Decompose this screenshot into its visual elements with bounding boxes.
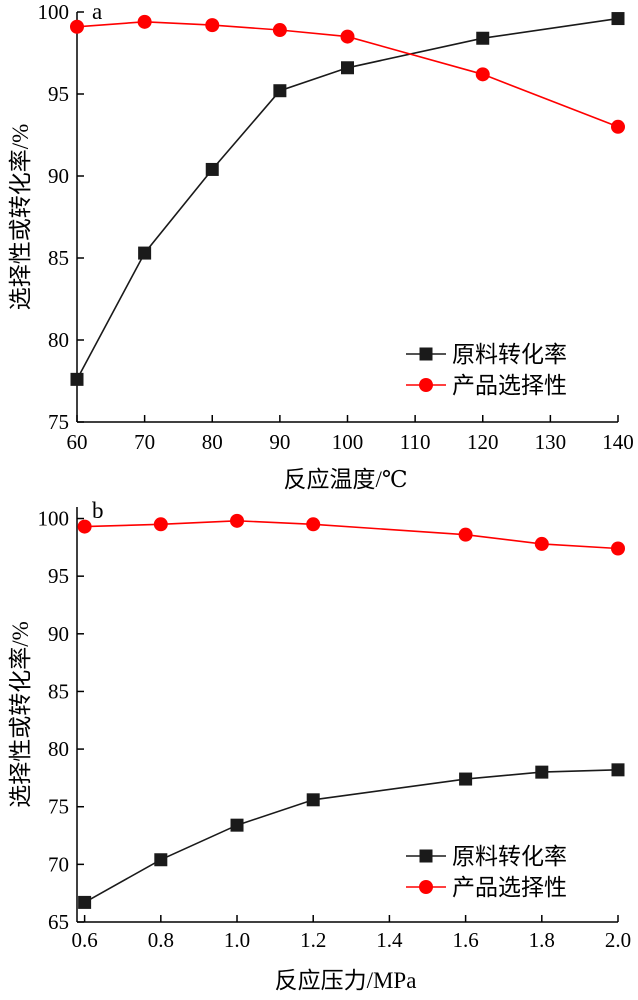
y-tick-label: 90 <box>48 622 69 646</box>
x-tick-label: 100 <box>332 430 364 454</box>
data-point <box>534 536 549 551</box>
legend-label: 原料转化率 <box>452 342 567 367</box>
x-tick-label: 1.4 <box>376 928 403 952</box>
x-tick-label: 120 <box>467 430 499 454</box>
data-point <box>458 527 473 542</box>
data-point <box>535 765 549 779</box>
data-point <box>230 818 244 832</box>
x-tick-label: 1.8 <box>529 928 555 952</box>
data-point <box>205 162 219 176</box>
data-point <box>273 84 287 98</box>
data-point <box>611 763 625 777</box>
y-axis-title: 选择性或转化率/% <box>8 124 33 311</box>
x-axis-title: 反应温度/℃ <box>283 467 407 492</box>
data-point <box>205 18 220 33</box>
x-tick-label: 130 <box>535 430 567 454</box>
legend-label: 产品选择性 <box>452 875 567 900</box>
data-point <box>77 519 92 534</box>
data-point <box>137 14 152 29</box>
data-point <box>459 772 473 786</box>
legend-label: 产品选择性 <box>452 373 567 398</box>
legend-entry: 原料转化率 <box>406 342 567 367</box>
series-selectivity <box>70 14 625 134</box>
y-tick-label: 85 <box>48 246 69 270</box>
data-point <box>78 895 92 909</box>
x-tick-label: 110 <box>400 430 431 454</box>
y-tick-label: 75 <box>48 410 69 434</box>
panel-label: b <box>92 498 104 523</box>
x-axis-title: 反应压力/MPa <box>275 968 417 993</box>
data-point <box>70 19 84 34</box>
y-axis-title: 选择性或转化率/% <box>8 621 33 808</box>
data-point <box>154 853 168 867</box>
data-point <box>230 513 245 528</box>
x-tick-label: 0.8 <box>148 928 174 952</box>
chart-panel-a: 60 70 80 90 100 110 120 130 140 75 80 85 90 95 100 反应温度… <box>8 0 634 492</box>
data-point <box>306 517 321 532</box>
chart-panel-b: 0.6 0.8 1.0 1.2 1.4 1.6 1.8 2.0 65 70 75 80 85 90 95 10… <box>8 498 631 993</box>
x-tick-label: 70 <box>134 430 155 454</box>
y-tick-label: 80 <box>48 328 69 352</box>
data-point <box>138 246 152 260</box>
legend-marker <box>419 347 433 361</box>
x-tick-label: 140 <box>602 430 634 454</box>
legend-entry: 产品选择性 <box>406 373 567 398</box>
series-conversion <box>70 12 625 386</box>
series-conversion <box>78 763 625 909</box>
data-point <box>476 31 490 45</box>
legend-label: 原料转化率 <box>452 844 567 869</box>
data-point <box>306 793 320 807</box>
legend-marker <box>419 849 433 863</box>
y-tick-label: 80 <box>48 737 69 761</box>
legend-marker <box>419 378 433 392</box>
y-tick-label: 100 <box>38 507 70 531</box>
data-point <box>340 29 355 44</box>
data-point <box>272 23 287 38</box>
y-tick-label: 90 <box>48 164 69 188</box>
y-tick-label: 85 <box>48 679 69 703</box>
data-point <box>341 61 354 75</box>
legend-entry: 产品选择性 <box>406 875 567 900</box>
data-point <box>611 541 625 556</box>
data-point <box>70 372 84 386</box>
x-tick-label: 90 <box>269 430 290 454</box>
y-tick-label: 95 <box>48 82 69 106</box>
legend-entry: 原料转化率 <box>406 844 567 869</box>
y-tick-label: 65 <box>48 910 69 934</box>
x-tick-label: 1.0 <box>224 928 250 952</box>
y-tick-label: 95 <box>48 564 69 588</box>
y-tick-label: 75 <box>48 795 69 819</box>
data-point <box>475 67 490 82</box>
data-point <box>611 119 625 134</box>
x-tick-label: 1.6 <box>452 928 478 952</box>
series-selectivity <box>77 513 625 556</box>
data-point <box>153 517 168 532</box>
x-tick-label: 1.2 <box>300 928 326 952</box>
x-tick-label: 0.6 <box>71 928 97 952</box>
y-tick-label: 70 <box>48 852 69 876</box>
x-tick-label: 60 <box>67 430 88 454</box>
data-point <box>611 12 625 26</box>
x-tick-label: 80 <box>202 430 223 454</box>
y-tick-label: 100 <box>38 0 70 24</box>
panel-label: a <box>92 0 102 24</box>
legend-marker <box>419 880 433 894</box>
x-tick-label: 2.0 <box>605 928 631 952</box>
